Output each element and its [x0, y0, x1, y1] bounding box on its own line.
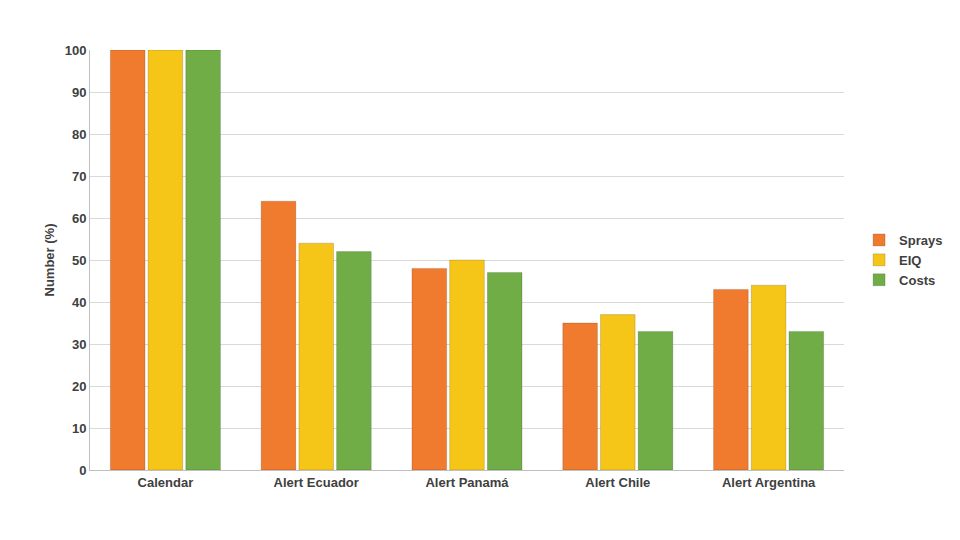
svg-text:40: 40 [72, 295, 86, 310]
svg-text:Alert Panamá: Alert Panamá [425, 475, 509, 490]
svg-text:90: 90 [72, 85, 86, 100]
svg-text:100: 100 [65, 43, 87, 58]
svg-text:Alert Argentina: Alert Argentina [722, 475, 816, 490]
svg-text:EIQ: EIQ [899, 253, 921, 268]
svg-text:60: 60 [72, 211, 86, 226]
svg-text:Calendar: Calendar [138, 475, 194, 490]
svg-text:0: 0 [79, 463, 86, 478]
svg-text:Sprays: Sprays [899, 233, 942, 248]
svg-text:Alert Ecuador: Alert Ecuador [274, 475, 359, 490]
svg-text:Alert Chile: Alert Chile [585, 475, 650, 490]
svg-text:30: 30 [72, 337, 86, 352]
svg-text:20: 20 [72, 379, 86, 394]
svg-text:50: 50 [72, 253, 86, 268]
svg-text:10: 10 [72, 421, 86, 436]
svg-text:70: 70 [72, 169, 86, 184]
svg-text:80: 80 [72, 127, 86, 142]
svg-text:Costs: Costs [899, 273, 935, 288]
svg-text:Number (%): Number (%) [42, 224, 57, 297]
